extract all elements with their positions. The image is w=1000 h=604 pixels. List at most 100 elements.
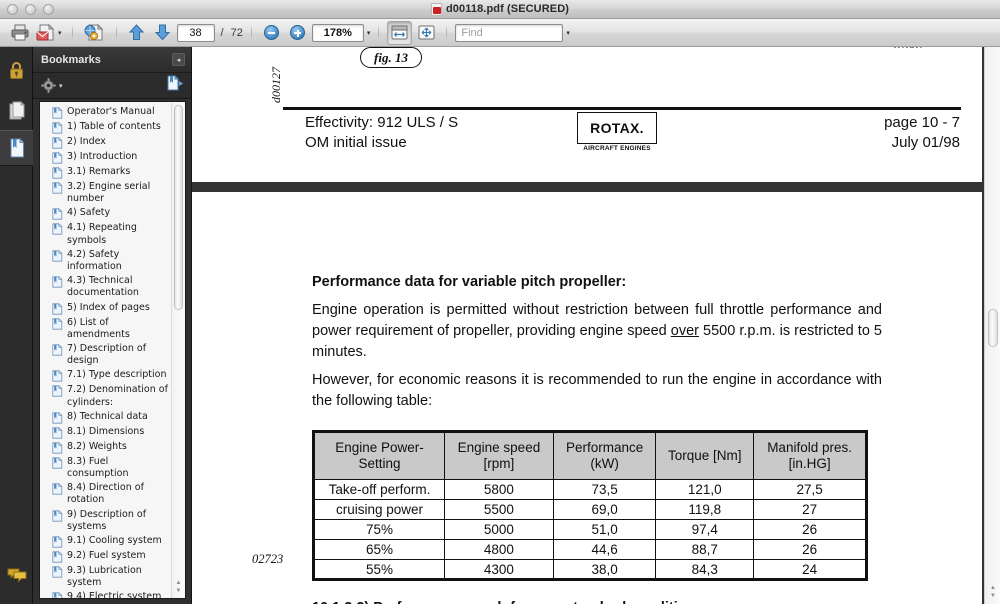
table-column-header-line: Manifold pres.: [767, 440, 852, 455]
bookmark-item[interactable]: 4.3) Technical documentation: [46, 274, 171, 300]
bookmark-page-icon-wrap: [52, 441, 63, 454]
next-page-button[interactable]: [151, 21, 175, 45]
document-scroll-arrows[interactable]: ▲ ▼: [987, 581, 999, 603]
bookmark-item-label: 2) Index: [67, 136, 106, 147]
email-document-button[interactable]: ▾: [34, 21, 64, 45]
bookmark-item[interactable]: 4.2) Safety information: [46, 248, 171, 274]
traffic-light-buttons[interactable]: [7, 4, 54, 15]
scroll-down-arrow-icon[interactable]: ▼: [175, 588, 182, 594]
rail-item-bookmarks[interactable]: [0, 130, 33, 166]
document-viewport[interactable]: Drehzahl / Engine speed 1/min / rpm 0200…: [192, 47, 1000, 604]
zoom-in-button[interactable]: [286, 21, 310, 45]
bookmark-item[interactable]: 8.4) Direction of rotation: [46, 481, 171, 507]
bookmark-item[interactable]: 5) Index of pages: [46, 301, 171, 316]
paragraph-one: Engine operation is permitted without re…: [312, 300, 882, 363]
bookmark-item[interactable]: 9) Description of systems: [46, 508, 171, 534]
bookmark-item[interactable]: 2) Index: [46, 135, 171, 150]
page-number-input[interactable]: 38: [176, 23, 215, 42]
bookmark-item[interactable]: 8) Technical data: [46, 410, 171, 425]
bookmark-item[interactable]: 1) Table of contents: [46, 120, 171, 135]
bookmark-item[interactable]: 7.2) Denomination of cylinders:: [46, 383, 171, 409]
rail-item-pages-thumbnails[interactable]: [0, 94, 33, 130]
fit-width-button[interactable]: [387, 20, 413, 45]
bookmark-item[interactable]: 8.1) Dimensions: [46, 425, 171, 440]
bookmark-item-label: 8.1) Dimensions: [67, 425, 145, 437]
bookmark-page-icon-wrap: [52, 152, 63, 164]
bookmarks-scrollbar-thumb[interactable]: [174, 105, 183, 310]
bookmark-options-button[interactable]: ▾: [41, 78, 63, 93]
bookmark-item[interactable]: 7.1) Type description: [46, 368, 171, 383]
pages-icon: [9, 101, 25, 120]
bookmark-item-label: 3) Introduction: [67, 151, 138, 162]
zoom-level-input[interactable]: 178%: [311, 23, 364, 42]
bookmark-item[interactable]: 9.4) Electric system: [46, 590, 171, 598]
bookmarks-scroll-arrows[interactable]: ▲ ▼: [173, 576, 184, 598]
bookmarks-list[interactable]: Operator's Manual 1) Table of contents 2) …: [39, 101, 186, 599]
bookmark-item[interactable]: 7) Description of design: [46, 342, 171, 368]
table-cell: 75%: [313, 519, 445, 540]
bookmark-item[interactable]: 3) Introduction: [46, 150, 171, 165]
bookmark-item-label: 7) Description of design: [67, 343, 147, 367]
bookmark-item[interactable]: 4.1) Repeating symbols: [46, 221, 171, 247]
doc-scroll-down-arrow-icon[interactable]: ▼: [990, 593, 996, 599]
bookmarks-panel: Bookmarks ◂ ▾: [33, 47, 192, 604]
find-input[interactable]: Find: [455, 23, 564, 42]
bookmark-item[interactable]: 3.1) Remarks: [46, 165, 171, 180]
page-reference: page 10 - 7: [884, 114, 960, 131]
fit-page-icon: [418, 25, 435, 40]
document-scrollbar-thumb[interactable]: [988, 309, 998, 347]
bookmark-item[interactable]: 9.2) Fuel system: [46, 549, 171, 564]
table-column-header-line: Engine Power-: [335, 440, 424, 455]
scroll-up-arrow-icon[interactable]: ▲: [175, 580, 182, 586]
bookmark-item[interactable]: Operator's Manual: [46, 105, 171, 120]
previous-page-button[interactable]: [125, 21, 149, 45]
zoom-button[interactable]: [43, 4, 54, 15]
table-cell: 44,6: [552, 539, 657, 560]
bookmark-item[interactable]: 9.1) Cooling system: [46, 534, 171, 549]
bookmark-item[interactable]: 3.2) Engine serial number: [46, 180, 171, 206]
table-row: Take-off perform. 5800 73,5 121,0 27,5: [313, 479, 867, 500]
zoom-in-icon: [290, 25, 306, 40]
bookmark-item[interactable]: 6) List of amendments: [46, 316, 171, 342]
rail-item-comments[interactable]: [0, 556, 33, 592]
bookmark-page-icon: [52, 411, 63, 424]
doc-scroll-up-arrow-icon[interactable]: ▲: [990, 585, 996, 591]
bookmark-page-icon: [52, 551, 63, 563]
bookmark-item-label: 5) Index of pages: [67, 301, 150, 313]
email-dropdown-caret[interactable]: ▾: [58, 29, 62, 37]
table-cell: 69,0: [552, 499, 657, 520]
bookmark-page-icon: [52, 370, 63, 383]
table-row: cruising power 5500 69,0 119,8 27: [313, 499, 867, 520]
bookmark-item-label: 8) Technical data: [67, 410, 148, 422]
bookmark-item-label: 3.2) Engine serial number: [67, 181, 151, 205]
window-title: d00118.pdf (SECURED): [445, 3, 570, 15]
collapse-panel-button[interactable]: ◂: [172, 53, 185, 66]
bookmark-page-icon: [52, 302, 63, 315]
bookmark-page-icon: [52, 137, 63, 149]
table-cell: 73,5: [552, 479, 657, 500]
gear-icon: [41, 78, 56, 93]
snapshot-button[interactable]: [81, 21, 108, 45]
rail-item-security-lock[interactable]: [0, 52, 33, 88]
fit-page-button[interactable]: [414, 21, 438, 45]
document-scrollbar[interactable]: ▲ ▼: [984, 47, 1000, 604]
bookmark-item[interactable]: 8.3) Fuel consumption: [46, 455, 171, 481]
close-button[interactable]: [7, 4, 18, 15]
bookmark-page-icon: [52, 122, 63, 134]
bookmark-item[interactable]: 4) Safety: [46, 206, 171, 221]
zoom-out-button[interactable]: [260, 21, 284, 45]
bookmark-item[interactable]: 9.3) Lubrication system: [46, 564, 171, 590]
zoom-dropdown-caret[interactable]: ▾: [366, 29, 371, 37]
email-document-icon: [36, 23, 55, 41]
bookmark-page-icon-wrap: [52, 249, 63, 262]
bookmark-item[interactable]: 8.2) Weights: [46, 440, 171, 455]
new-bookmark-button[interactable]: [166, 74, 184, 96]
minimize-button[interactable]: [25, 4, 36, 15]
find-dropdown-caret[interactable]: ▾: [566, 29, 570, 37]
window-title-bar: d00118.pdf (SECURED): [0, 0, 1000, 19]
print-button[interactable]: [8, 21, 32, 45]
bookmarks-scrollbar[interactable]: ▲ ▼: [171, 103, 184, 598]
table-cell: 119,8: [655, 499, 755, 520]
bookmark-options-caret[interactable]: ▾: [59, 82, 63, 90]
table-column-header-line: Torque [Nm]: [667, 448, 742, 463]
